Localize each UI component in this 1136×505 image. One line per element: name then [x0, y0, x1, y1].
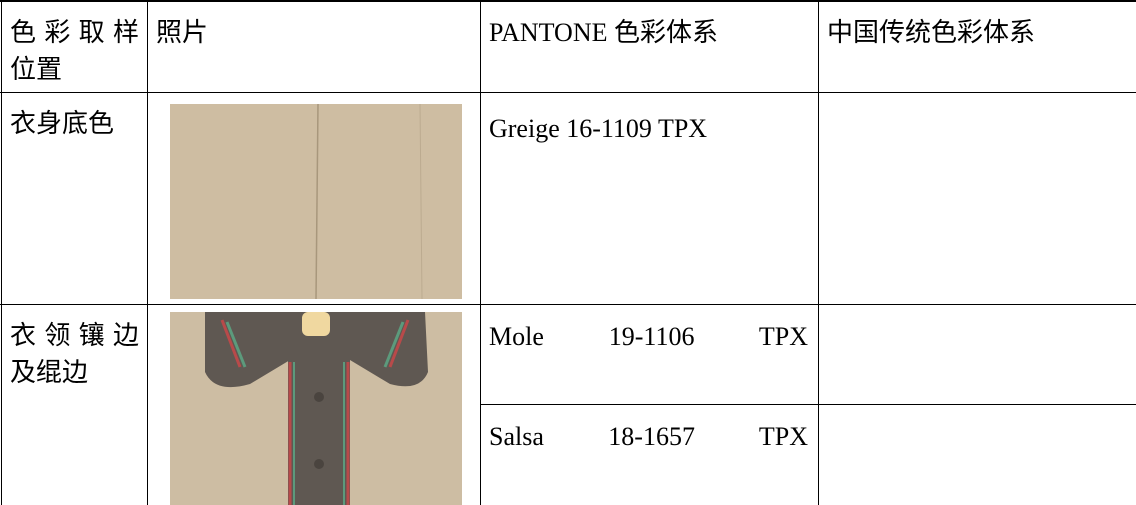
header-cell: PANTONE 色彩体系: [489, 18, 718, 47]
rule: [0, 92, 1136, 93]
header-cell: 色彩取样位置: [10, 18, 139, 84]
photo-body: [170, 104, 462, 299]
rule: [818, 0, 819, 505]
sample-location: 衣领镶边及绲边: [10, 321, 139, 387]
rule: [1, 0, 2, 505]
pantone-code: Mole 19-1106 TPX: [489, 322, 808, 351]
pantone-code: Salsa 18-1657 TPX: [489, 422, 808, 451]
rule: [147, 0, 148, 505]
rule: [0, 304, 1136, 305]
sample-location: 衣身底色: [10, 109, 115, 138]
photo-collar: [170, 312, 462, 505]
header-cell: 照片: [156, 18, 209, 47]
header-cell: 中国传统色彩体系: [827, 18, 1036, 47]
rule: [480, 0, 481, 505]
pantone-code: Greige 16-1109 TPX: [489, 114, 708, 143]
rule: [480, 404, 1136, 405]
rule: [0, 0, 1136, 2]
